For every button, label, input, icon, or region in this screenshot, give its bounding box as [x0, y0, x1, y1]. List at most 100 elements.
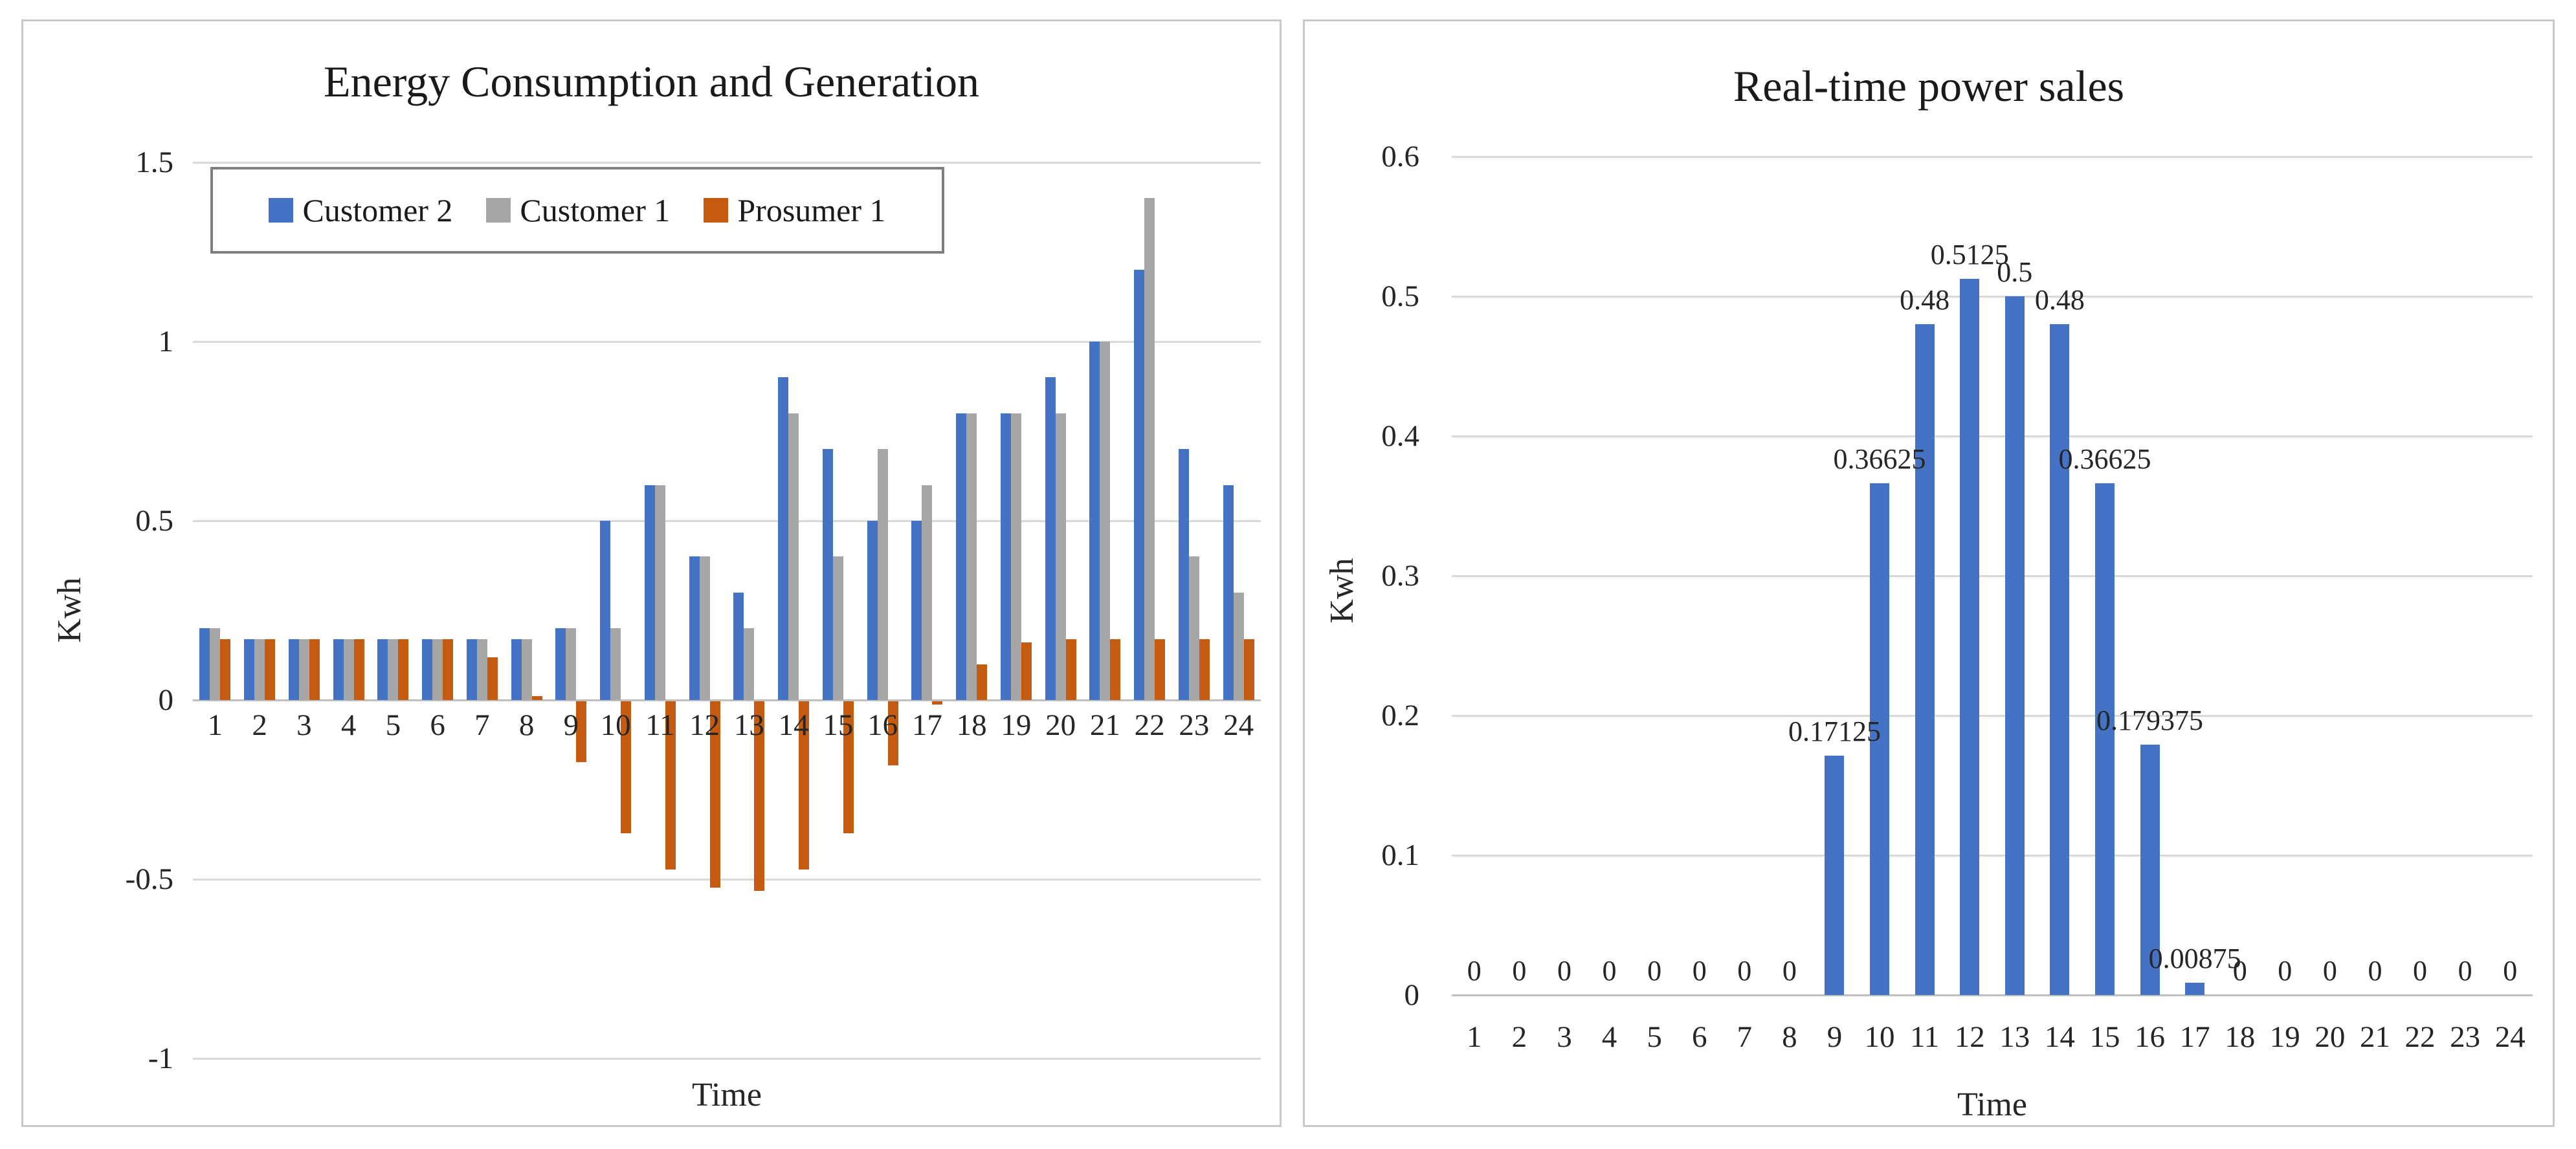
bar-customer-2	[1000, 413, 1011, 700]
bar-prosumer-1	[977, 664, 988, 700]
bar-customer-2	[333, 639, 344, 700]
y-tick-label: 0.4	[1381, 419, 1419, 453]
data-label: 0	[2368, 955, 2382, 987]
gridline	[193, 878, 1261, 881]
bar-real-time-power-sales	[2140, 744, 2160, 995]
bar-customer-2	[1134, 270, 1145, 700]
x-tick-label: 20	[2315, 1020, 2346, 1054]
data-label: 0	[2458, 955, 2472, 987]
bar-customer-1	[388, 639, 399, 700]
x-tick-label: 8	[518, 708, 535, 742]
bar-customer-2	[822, 449, 833, 700]
bar-prosumer-1	[1065, 639, 1076, 700]
bar-prosumer-1	[1243, 639, 1254, 700]
bar-customer-1	[1055, 413, 1066, 700]
y-tick-label: 0.6	[1381, 140, 1419, 173]
data-label: 0	[2232, 955, 2247, 987]
bar-prosumer-1	[932, 701, 943, 705]
gridline	[193, 161, 1261, 164]
bar-prosumer-1	[353, 639, 364, 700]
bar-customer-1	[922, 485, 933, 700]
data-label: 0.48	[2034, 284, 2085, 316]
x-axis-line	[193, 699, 1261, 701]
data-label: 0.36625	[2058, 443, 2151, 475]
data-label: 0.00875	[2148, 943, 2241, 975]
bar-customer-2	[511, 639, 522, 700]
x-tick-label: 18	[2225, 1020, 2256, 1054]
x-tick-label: 10	[600, 708, 631, 742]
bar-prosumer-1	[709, 701, 720, 888]
bar-customer-2	[778, 377, 789, 700]
y-tick-label: 1	[158, 325, 174, 358]
x-tick-label: 9	[563, 708, 579, 742]
x-tick-label: 1	[1467, 1020, 1482, 1054]
bar-customer-2	[733, 592, 744, 700]
bar-customer-2	[244, 639, 255, 700]
bar-customer-2	[1223, 485, 1234, 700]
bar-real-time-power-sales	[2185, 983, 2205, 995]
bar-customer-1	[254, 639, 265, 700]
x-tick-label: 23	[2450, 1020, 2481, 1054]
bar-customer-1	[432, 639, 443, 700]
bar-customer-1	[476, 639, 487, 700]
data-label: 0	[2322, 955, 2337, 987]
x-tick-label: 22	[2404, 1020, 2436, 1054]
bar-customer-2	[199, 628, 210, 700]
x-tick-label: 3	[296, 708, 312, 742]
x-tick-label: 21	[2359, 1020, 2390, 1054]
data-label: 0	[1512, 955, 1527, 987]
data-label: 0	[1737, 955, 1752, 987]
x-tick-label: 22	[1134, 708, 1165, 742]
x-tick-label: 10	[1864, 1020, 1895, 1054]
bar-prosumer-1	[1155, 639, 1166, 700]
chart-panel-energy: Energy Consumption and Generation Custom…	[21, 19, 1282, 1127]
bar-customer-1	[1233, 592, 1244, 700]
x-tick-label: 8	[1782, 1020, 1797, 1054]
y-axis-title-energy: Kwh	[51, 577, 88, 643]
bar-real-time-power-sales	[1960, 279, 1980, 995]
chart-title-energy: Energy Consumption and Generation	[324, 57, 979, 106]
bar-customer-2	[867, 521, 878, 700]
y-tick-label: 1.5	[135, 146, 173, 179]
data-label: 0	[2413, 955, 2428, 987]
y-tick-label: 0.5	[135, 504, 173, 538]
bar-customer-1	[1010, 413, 1021, 700]
gridline	[1452, 854, 2533, 857]
bar-customer-1	[877, 449, 888, 700]
data-label: 0.179375	[2096, 704, 2204, 736]
bar-customer-1	[654, 485, 665, 700]
y-tick-label: -0.5	[125, 862, 173, 896]
bar-customer-1	[521, 639, 532, 700]
data-label: 0	[2278, 955, 2293, 987]
x-tick-label: 12	[1954, 1020, 1985, 1054]
x-tick-label: 13	[1999, 1020, 2030, 1054]
legend: Customer 2 Customer 1 Prosumer 1	[210, 167, 944, 254]
x-tick-label: 14	[778, 708, 809, 742]
bar-customer-1	[566, 628, 577, 700]
bar-customer-1	[832, 556, 843, 700]
x-tick-label: 13	[733, 708, 764, 742]
bar-customer-2	[956, 413, 967, 700]
bar-customer-2	[1178, 449, 1189, 700]
bar-customer-2	[288, 639, 299, 700]
bar-real-time-power-sales	[1870, 483, 1890, 995]
bar-customer-2	[466, 639, 477, 700]
bar-customer-2	[422, 639, 433, 700]
data-label: 0	[1557, 955, 1571, 987]
x-tick-label: 19	[2269, 1020, 2300, 1054]
bar-real-time-power-sales	[2050, 324, 2070, 995]
y-tick-label: 0.5	[1381, 279, 1419, 313]
bar-customer-1	[1144, 198, 1155, 700]
bar-customer-1	[744, 628, 755, 700]
x-tick-label: 4	[340, 708, 357, 742]
x-tick-label: 15	[2089, 1020, 2120, 1054]
legend-swatch-icon	[486, 198, 511, 223]
legend-label: Customer 1	[520, 192, 671, 228]
data-label: 0.5125	[1930, 239, 2009, 270]
bar-real-time-power-sales	[2094, 483, 2115, 995]
x-tick-label: 19	[1001, 708, 1032, 742]
bar-customer-2	[689, 556, 700, 700]
legend-entry: Customer 2	[269, 192, 452, 229]
data-label: 0	[1782, 955, 1797, 987]
